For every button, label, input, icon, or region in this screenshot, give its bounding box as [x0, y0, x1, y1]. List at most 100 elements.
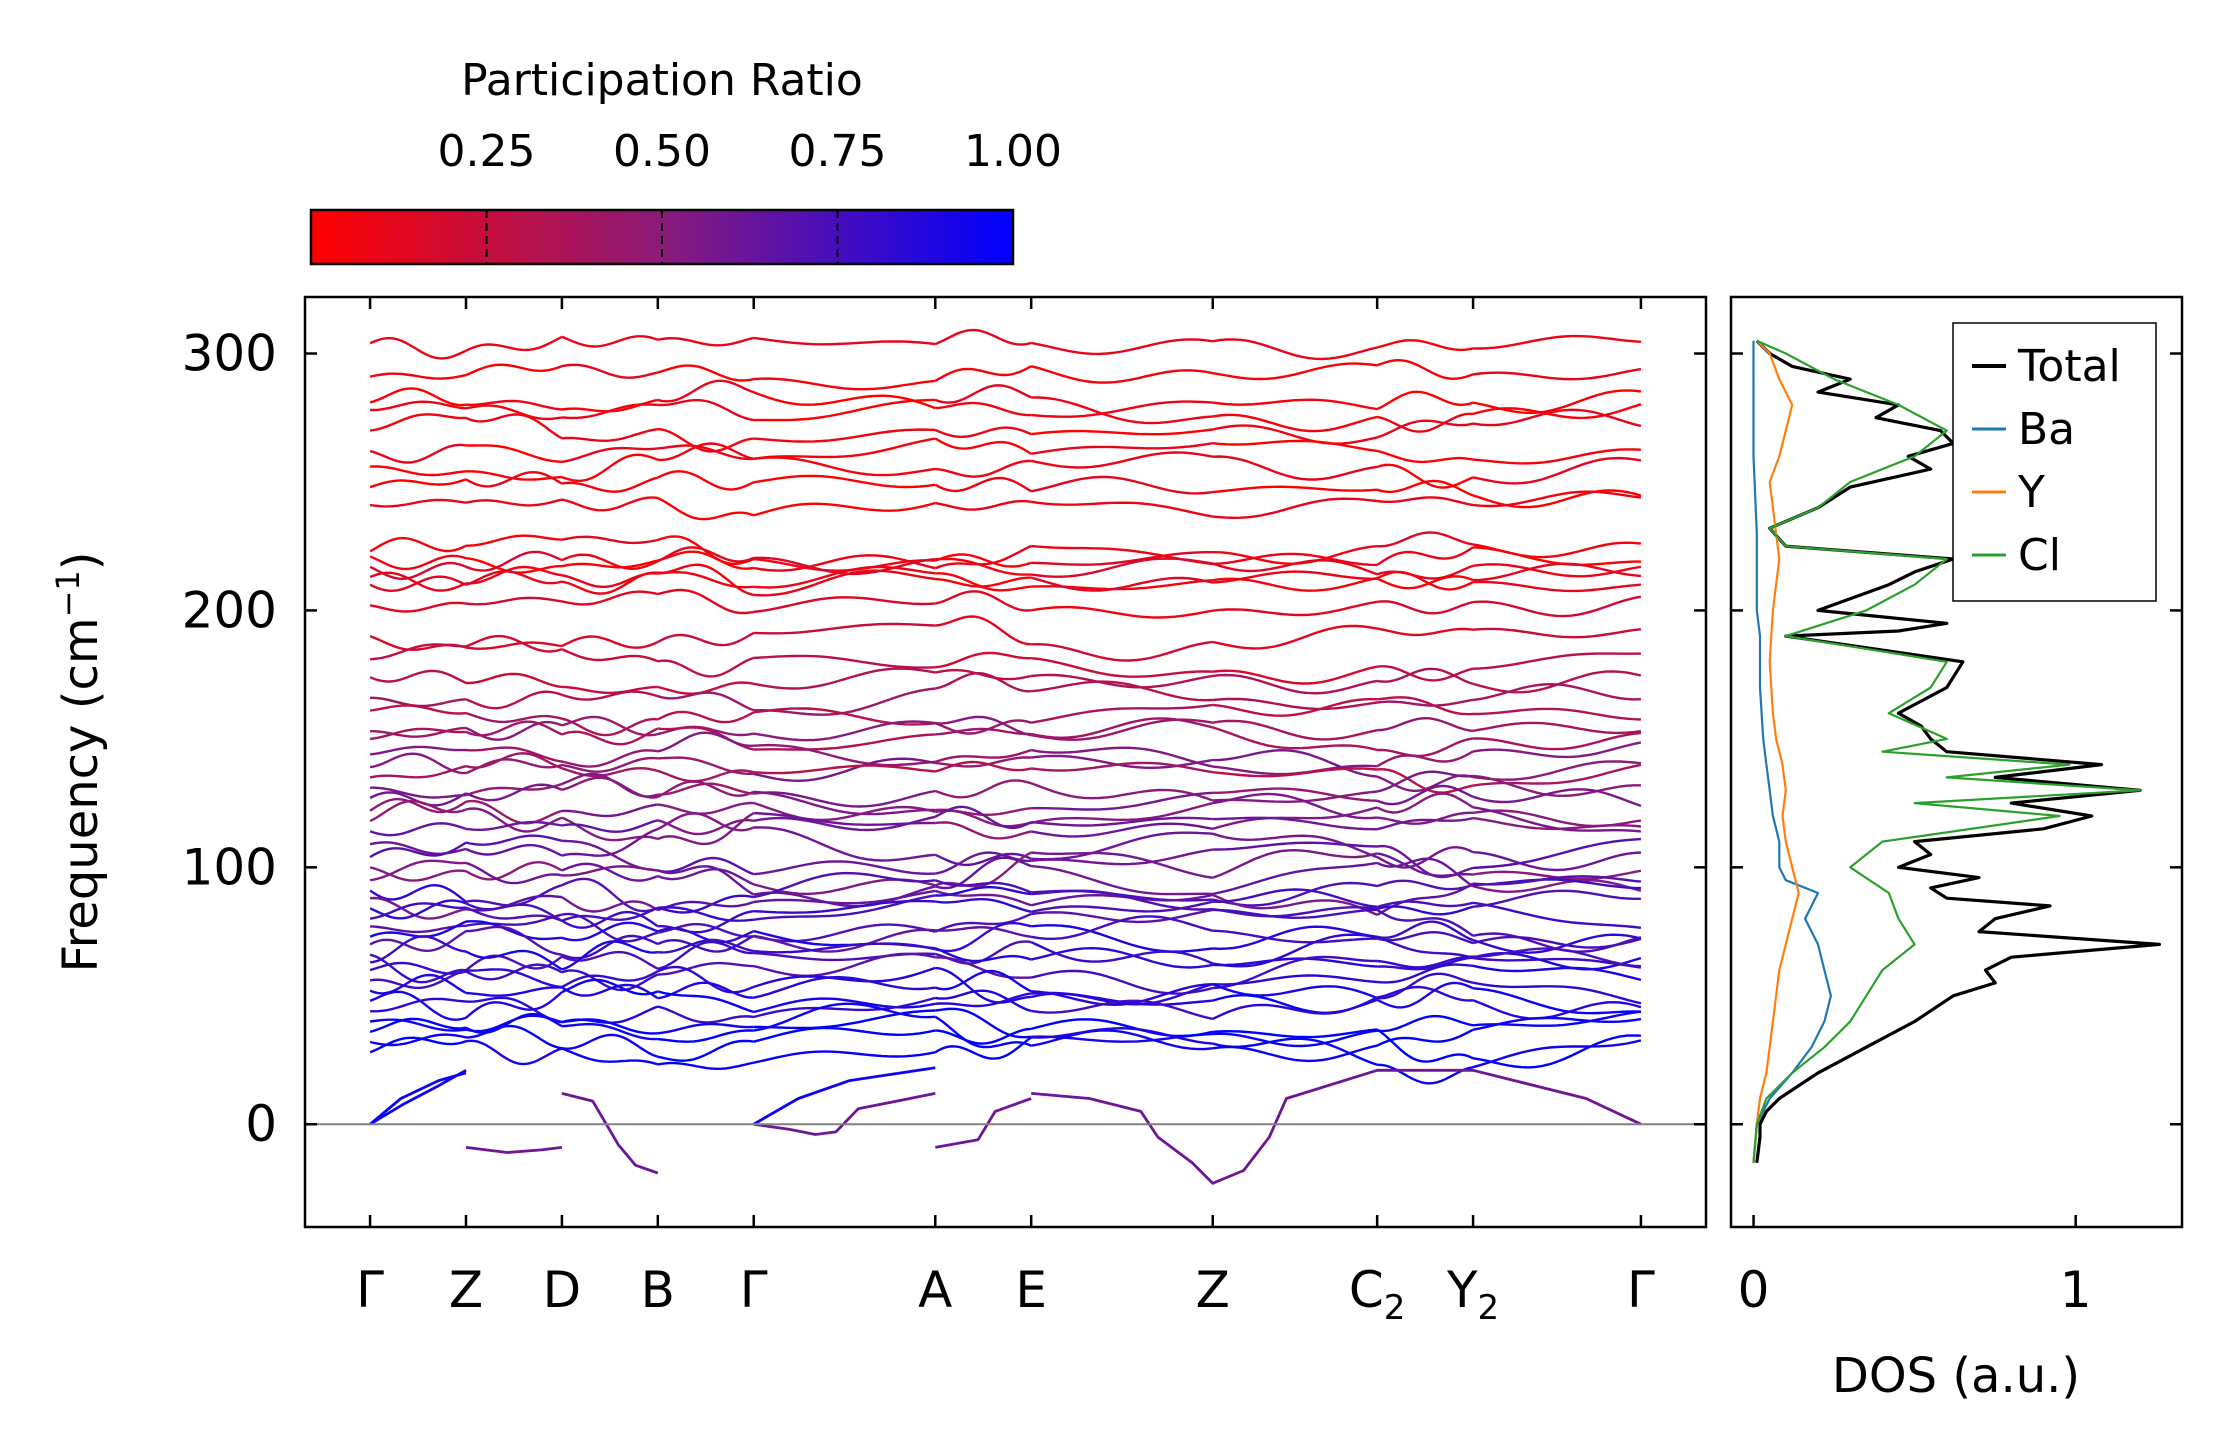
band-line-0-seg-6 [1030, 338, 1213, 356]
band-line-44-seg-3 [657, 965, 755, 994]
band-line-40-seg-4 [753, 928, 936, 953]
band-line-33-seg-1 [465, 861, 563, 885]
legend-label-total: Total [2017, 341, 2121, 392]
band-line-33-seg-9 [1472, 878, 1642, 894]
band-line-19-seg-8 [1377, 696, 1474, 716]
band-line-10-seg-7 [1212, 552, 1378, 567]
band-line-51-seg-7 [1212, 1037, 1378, 1066]
band-line-4-seg-2 [561, 427, 659, 443]
band-line-21-seg-1 [465, 720, 563, 737]
band-line-33-seg-2 [561, 865, 658, 877]
band-line-27-seg-1 [465, 799, 563, 825]
band-line-45-seg-8 [1377, 972, 1474, 1000]
y-axis-label: Frequency (cm−1) [49, 551, 109, 972]
band-line-23-seg-2 [561, 756, 658, 773]
band-line-13-seg-0 [369, 575, 467, 593]
band-line-45-seg-4 [753, 975, 936, 999]
band-line-35-seg-1 [465, 894, 563, 912]
band-line-24-seg-2 [561, 766, 659, 778]
band-line-5-seg-1 [465, 444, 562, 464]
band-line-45-seg-2 [561, 983, 659, 1000]
band-line-16-seg-9 [1473, 652, 1641, 670]
band-line-43-seg-3 [657, 961, 754, 976]
band-line-2-seg-4 [753, 391, 936, 410]
band-line-25-seg-9 [1472, 774, 1641, 798]
band-line-17-seg-4 [753, 667, 936, 690]
band-line-29-seg-8 [1376, 816, 1474, 831]
band-line-39-seg-0 [369, 920, 467, 938]
band-line-39-seg-7 [1212, 925, 1378, 951]
band-line-8-seg-0 [369, 498, 467, 508]
y-tick-label: 0 [245, 1095, 277, 1153]
band-line-37-seg-2 [561, 910, 659, 929]
band-line-4-seg-5 [934, 426, 1032, 438]
band-line-44-seg-2 [561, 970, 659, 989]
band-line-17-seg-2 [561, 685, 658, 694]
colorbar-tick-label: 0.75 [789, 126, 887, 177]
colorbar-tick-label: 0.50 [613, 126, 711, 177]
band-line-48-seg-0 [369, 1018, 467, 1032]
band-line-13-seg-8 [1376, 575, 1474, 590]
band-line-50-seg-5 [935, 1027, 1032, 1045]
band-line-2-seg-0 [369, 387, 467, 407]
band-line-34-seg-8 [1376, 879, 1474, 891]
band-line-38-seg-4 [753, 923, 936, 943]
band-line-1-seg-6 [1030, 365, 1213, 384]
band-line-38-seg-0 [370, 924, 467, 934]
band-line-24-seg-1 [465, 752, 563, 770]
band-line-14-seg-9 [1473, 595, 1642, 618]
band-line-51-seg-2 [561, 1047, 659, 1066]
band-line-50-seg-9 [1472, 1034, 1641, 1069]
band-line-25-seg-8 [1376, 770, 1474, 793]
band-line-1-seg-4 [753, 377, 936, 391]
band-line-31-seg-0 [369, 841, 467, 859]
band-line-1-seg-8 [1376, 358, 1474, 381]
band-line-0-seg-9 [1473, 334, 1641, 350]
band-line-44-seg-5 [935, 966, 1032, 1004]
band-line-28-seg-8 [1376, 792, 1474, 814]
band-line-45-seg-0 [369, 973, 467, 995]
band-line-9-seg-6 [1031, 551, 1213, 566]
band-line-31-seg-1 [465, 834, 563, 846]
band-line-21-seg-6 [1030, 717, 1213, 740]
band-line-11-seg-2 [561, 553, 659, 571]
band-line-22-seg-0 [369, 745, 467, 756]
band-line-30-seg-5 [934, 852, 1032, 867]
band-line-0-seg-5 [934, 328, 1032, 346]
band-line-42-seg-0 [369, 935, 467, 964]
legend: Total Ba Y Cl [1952, 322, 2157, 602]
band-line-27-seg-2 [561, 803, 658, 818]
band-y-ticks: 0 100 200 300 [182, 325, 1706, 1153]
band-line-29-seg-9 [1472, 816, 1642, 831]
band-line-3-seg-8 [1376, 412, 1474, 433]
k-point-label: C2 [1349, 1261, 1406, 1328]
band-line-27-seg-5 [935, 809, 1032, 828]
band-line-16-seg-1 [465, 634, 563, 653]
band-line-42-seg-8 [1377, 956, 1474, 971]
band-line-14-seg-6 [1031, 605, 1213, 619]
band-line-3-seg-2 [561, 403, 658, 420]
band-line-48-seg-4 [753, 1009, 936, 1030]
band-line-22-seg-6 [1030, 746, 1213, 768]
colorbar-tick-label: 1.00 [964, 126, 1062, 177]
band-line-37-seg-8 [1376, 900, 1474, 909]
band-line-22-seg-4 [753, 743, 936, 767]
band-line-44-seg-0 [369, 969, 467, 990]
band-line-7-seg-4 [753, 474, 936, 489]
band-line-13-seg-2 [561, 571, 658, 595]
band-line-16-seg-3 [657, 656, 755, 678]
band-line-16-seg-7 [1212, 665, 1378, 685]
band-line-35-seg-0 [370, 896, 467, 920]
band-line-46-seg-9 [1472, 987, 1641, 1015]
band-line-3-seg-0 [370, 400, 467, 412]
band-line-3-seg-9 [1472, 403, 1642, 420]
band-line-0-seg-3 [657, 336, 754, 347]
branch-soft-E-Z [1031, 1068, 1642, 1185]
band-line-33-seg-6 [1031, 864, 1213, 896]
band-line-14-seg-5 [935, 590, 1032, 612]
band-line-29-seg-0 [369, 822, 467, 837]
band-line-21-seg-4 [753, 733, 936, 751]
band-line-36-seg-9 [1472, 889, 1641, 908]
band-line-20-seg-7 [1212, 719, 1378, 741]
band-line-28-seg-7 [1212, 806, 1378, 830]
